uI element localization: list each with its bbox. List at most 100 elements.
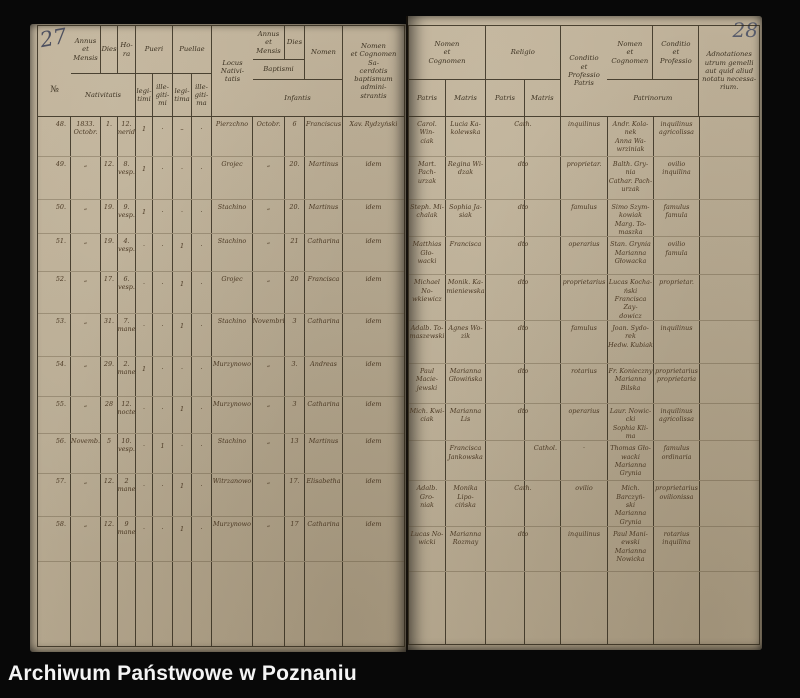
cell-puellae-legitima: 1	[173, 397, 192, 433]
cell-conditio-patris: operarius	[561, 403, 608, 441]
cell-matris: Sophia Ja- siak	[446, 200, 486, 237]
cell-mensis-baptismi: Octobr.	[253, 117, 285, 156]
table-row: Michael No- wkiewicz Monik. Ka- mieniews…	[409, 275, 759, 321]
cell-patrini-nomina: Thomas Gło- wacki Marianna Grynia	[608, 441, 654, 481]
cell-religio: dto	[486, 320, 561, 363]
header-group-nativitatis: Annus et Mensis Dies Ho- ra Nativitatis	[71, 26, 136, 116]
cell-adnotationes	[700, 117, 759, 156]
cell-patris: Paul Macie- jewski	[409, 363, 446, 403]
table-row: Steph. Mi- chalak Sophia Ja- siak dto fa…	[409, 200, 759, 238]
cell-dies-nativitatis: 5	[101, 434, 118, 473]
cell-adnotationes	[700, 237, 759, 274]
cell-locus-nativitatis: Murzynowo	[212, 517, 253, 561]
cell-pueri-illegitimi: ·	[153, 117, 173, 156]
cell-conditio-patris: proprietarius	[561, 275, 608, 320]
cell-pueri-legitimi: 1	[136, 200, 153, 233]
cell-puellae-legitima: ·	[173, 157, 192, 199]
cell-locus-nativitatis: Murzynowo	[212, 397, 253, 433]
cell-number: 49.	[38, 157, 71, 199]
cell-sacerdos: idem	[365, 275, 382, 283]
cell-pueri-illegitimi: ·	[153, 517, 173, 561]
table-row: 48. 1833. Octobr. 1. 12. merid. 1 · – · …	[38, 117, 404, 157]
cell-pueri-legitimi: ·	[136, 434, 153, 473]
cell-adnotationes	[700, 572, 759, 644]
cell-nomen-infantis: Martinus	[305, 157, 343, 199]
cell-mensis-baptismi	[253, 562, 285, 646]
cell-hora: 12. nocte	[118, 397, 136, 433]
cell-adnotationes	[700, 157, 759, 199]
cell-puellae-illegitima: ·	[192, 117, 212, 156]
header-sacerdotis: Nomen et Cognomen Sa- cerdotis baptismum…	[350, 42, 397, 100]
cell-religio	[486, 571, 561, 644]
cell-sacerdos: idem	[365, 160, 382, 168]
cell-number: 48.	[38, 117, 71, 156]
cell-mensis-nativitatis: 1833. Octobr.	[71, 117, 101, 156]
cell-hora: 12. merid.	[118, 117, 136, 156]
cell-patris: Mart. Pach- urzak	[409, 157, 446, 199]
archive-watermark: Archiwum Państwowe w Poznaniu	[8, 662, 357, 685]
table-row: Adalb. To- maszewski Agnes Wo- zik dto f…	[409, 320, 759, 364]
cell-matris: Marianna Lis	[446, 403, 486, 441]
header-conditio-patrini: Conditio et Professio	[659, 40, 692, 65]
header-legitimi: legi- timi	[136, 74, 153, 116]
cell-pueri-legitimi: ·	[136, 272, 153, 313]
header-baptismi: Baptismi	[263, 65, 294, 74]
cell-dies-nativitatis: 28	[101, 397, 118, 433]
cell-pueri-illegitimi	[153, 562, 173, 646]
cell-locus-nativitatis	[212, 562, 253, 646]
cell-patris: Adalb. Gro- niak	[409, 481, 446, 526]
cell-number: 55.	[38, 397, 71, 433]
cell-conditio-patris: famulus	[561, 200, 608, 237]
cell-puellae-legitima: 1	[173, 517, 192, 561]
header-nomen: Nomen	[311, 48, 336, 57]
cell-patrini-nomina: Andr. Kola- nek Anna Wa- wrziniak	[608, 117, 654, 156]
cell-religio: Cath.	[486, 117, 561, 156]
cell-matris	[446, 571, 486, 644]
header-annus-mensis-bapt: Annus et Mensis	[253, 26, 285, 59]
cell-dies-baptismi: 13	[285, 434, 305, 473]
cell-patrini-nomina: Simo Szym- kowiak Marg. To- maszka	[608, 200, 654, 237]
cell-dies-nativitatis: 12.	[101, 517, 118, 561]
cell-sacerdos: idem	[365, 237, 382, 245]
table-row	[409, 571, 759, 644]
cell-dies-nativitatis: 12.	[101, 157, 118, 199]
cell-mensis-nativitatis: „	[71, 397, 101, 433]
cell-matris: Marianna Rozmay	[446, 526, 486, 571]
cell-dies-baptismi: 6	[285, 117, 305, 156]
cell-pueri-legitimi: ·	[136, 397, 153, 433]
cell-mensis-baptismi: „	[253, 474, 285, 516]
cell-religio: dto	[486, 363, 561, 403]
cell-mensis-baptismi: „	[253, 234, 285, 271]
cell-mensis-baptismi: „	[253, 357, 285, 396]
header-group-baptismi: Annus et Mensis Dies Baptismi Nomen Infa…	[253, 26, 343, 116]
cell-puellae-legitima: 1	[173, 314, 192, 356]
table-row: 52. „ 17. 6. vesp. · · 1 · Grojec „ 20 F…	[38, 272, 404, 314]
cell-dies-nativitatis: 31.	[101, 314, 118, 356]
cell-mensis-baptismi: „	[253, 272, 285, 313]
cell-mensis-baptismi: Novembri	[253, 314, 285, 356]
cell-nomen-infantis: Catharina	[305, 517, 343, 561]
cell-matris: Francisca Jankowska	[446, 441, 486, 481]
cell-pueri-illegitimi: ·	[153, 397, 173, 433]
table-row: 58. „ 12. 9 mane · · 1 · Murzynowo „ 17 …	[38, 517, 404, 562]
cell-puellae-legitima: ·	[173, 434, 192, 473]
cell-dies-nativitatis: 12.	[101, 474, 118, 516]
cell-patrini-conditio: inquilinus agricolissa	[654, 403, 700, 441]
cell-hora	[118, 562, 136, 646]
table-row: 55. „ 28 12. nocte · · 1 · Murzynowo „ 3…	[38, 397, 404, 434]
header-legitima: legi- tima	[173, 74, 192, 116]
cell-patrini-nomina: Laur. Nowic- cki Sophia Kli- ma	[608, 403, 654, 441]
cell-sacerdos: idem	[365, 203, 382, 211]
cell-locus-nativitatis: Stachino	[212, 434, 253, 473]
cell-patris: Matthias Gło- wacki	[409, 237, 446, 275]
cell-adnotationes	[700, 321, 759, 363]
cell-dies-baptismi: 17.	[285, 474, 305, 516]
cell-locus-nativitatis: Pierzchno	[212, 117, 253, 156]
cell-patrini-nomina: Joan. Sydo- rek Hedw. Kubiak	[608, 320, 654, 363]
table-row: Matthias Gło- wacki Francisca dto operar…	[409, 237, 759, 276]
left-page: 27 № Annus et Mensis Dies Ho- ra Nativit…	[30, 24, 406, 652]
header-group-religio: Religio Patris Matris	[486, 26, 561, 116]
cell-religio: dto	[486, 237, 561, 275]
cell-sacerdos: idem	[365, 477, 382, 485]
cell-patris	[409, 571, 446, 644]
